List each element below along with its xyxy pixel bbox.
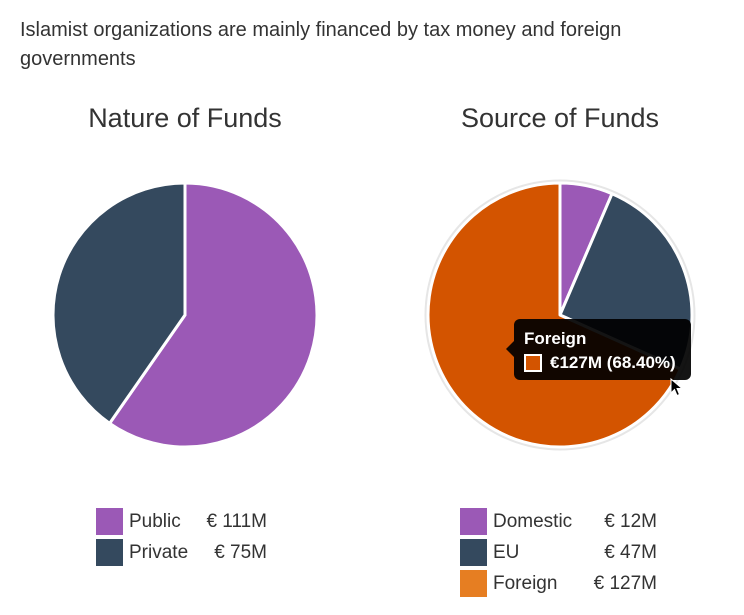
legend-label-private: Private <box>129 541 189 563</box>
mouse-cursor-icon <box>670 378 684 397</box>
legend-label-public: Public <box>129 510 181 532</box>
tooltip-value: €127M (68.40%) <box>550 353 676 372</box>
legend-item-foreign[interactable]: Foreign € 127M <box>460 570 657 597</box>
legend-swatch-domestic <box>460 508 487 535</box>
legend-value-eu: € 47M <box>604 541 657 563</box>
legend-item-private[interactable]: Private € 75M <box>96 539 267 566</box>
pie-slice-public[interactable] <box>108 181 319 449</box>
chart-subtitle: Islamist organizations are mainly financ… <box>20 19 622 70</box>
legend-item-public[interactable]: Public € 111M <box>96 508 267 535</box>
tooltip-row: €127M (68.40%) <box>524 353 676 373</box>
tooltip-swatch <box>524 354 542 372</box>
legend-swatch-private <box>96 539 123 566</box>
tooltip: Foreign €127M (68.40%) <box>506 319 691 380</box>
legend-swatch-public <box>96 508 123 535</box>
legend-value-foreign: € 127M <box>593 572 657 594</box>
chart-title-nature-of-funds: Nature of Funds <box>88 103 282 133</box>
legend-source-of-funds: Domestic € 12M EU € 47M Foreign € 127M <box>460 508 657 601</box>
legend-label-domestic: Domestic <box>493 510 573 532</box>
legend-swatch-foreign <box>460 570 487 597</box>
legend-value-domestic: € 12M <box>604 510 657 532</box>
legend-label-eu: EU <box>493 541 520 563</box>
legend-label-foreign: Foreign <box>493 572 558 594</box>
pie-slice-private[interactable] <box>51 181 187 425</box>
legend-value-private: € 75M <box>214 541 267 563</box>
legend-value-public: € 111M <box>206 510 267 532</box>
legend-item-domestic[interactable]: Domestic € 12M <box>460 508 657 535</box>
chart-title-source-of-funds: Source of Funds <box>460 103 660 133</box>
legend-swatch-eu <box>460 539 487 566</box>
pie-chart-nature-of-funds[interactable] <box>45 175 325 455</box>
pie-hover-outline <box>424 179 696 451</box>
pie-slice-foreign[interactable] <box>426 181 682 449</box>
tooltip-title: Foreign <box>524 329 587 348</box>
legend-item-eu[interactable]: EU € 47M <box>460 539 657 566</box>
legend-nature-of-funds: Public € 111M Private € 75M <box>96 508 267 570</box>
pie-chart-source-of-funds[interactable] <box>420 175 700 455</box>
